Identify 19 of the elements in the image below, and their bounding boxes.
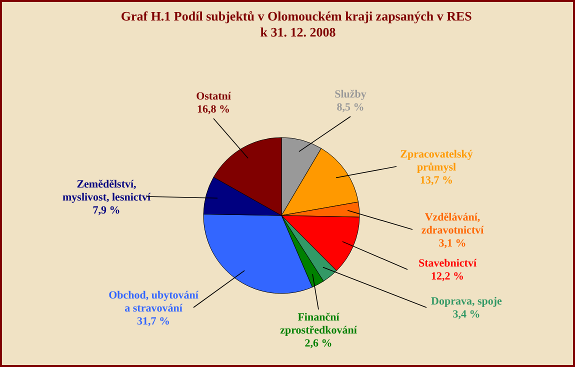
data-label: 12,2 % <box>431 270 464 282</box>
slice-label: Zpracovatelský průmysl <box>400 148 474 174</box>
data-label: 13,7 % <box>420 174 453 186</box>
chart-title: Graf H.1 Podíl subjektů v Olomouckém kraji zapsaných v RES k 31. 12. 2008 <box>120 8 472 40</box>
slice-label: Zemědělství, myslivost, lesnictví <box>62 178 152 204</box>
data-label: 31,7 % <box>137 316 170 328</box>
slice-label: Finanční zprostředkování <box>280 312 358 336</box>
slice-label: Vzdělávání, zdravotnictví <box>421 212 485 236</box>
slice-label: Služby <box>334 88 367 100</box>
data-label: 3,1 % <box>438 238 466 250</box>
slice-label: Doprava, spoje <box>431 296 502 308</box>
data-label: 8,5 % <box>336 102 364 114</box>
data-label: 16,8 % <box>197 104 230 116</box>
slice-label: Stavebnictví <box>418 258 478 270</box>
data-label: 7,9 % <box>92 204 120 216</box>
slice-label: Ostatní <box>196 90 232 102</box>
data-label: 3,4 % <box>452 308 480 320</box>
data-label: 2,6 % <box>304 338 332 350</box>
slice-label: Obchod, ubytování a stravování <box>108 290 200 314</box>
